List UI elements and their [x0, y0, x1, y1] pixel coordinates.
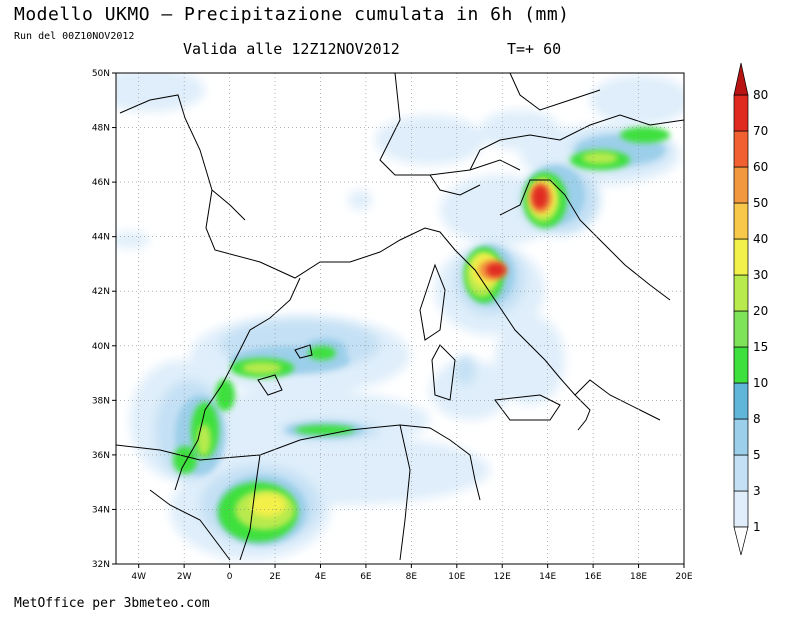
lon-tick-label: 12E: [494, 572, 511, 582]
lat-tick-label: 34N: [92, 505, 110, 515]
colorbar-label: 20: [753, 304, 768, 318]
colorbar-segment: [733, 454, 749, 492]
lat-tick-label: 32N: [92, 560, 110, 570]
colorbar-label: 40: [753, 232, 768, 246]
coastlines: [116, 73, 684, 561]
colorbar-label: 50: [753, 196, 768, 210]
colorbar-bottom-arrow: [733, 526, 749, 556]
colorbar-segment: [733, 490, 749, 528]
colorbar-label: 60: [753, 160, 768, 174]
lat-tick-label: 50N: [92, 69, 110, 79]
lon-tick-label: 4E: [315, 572, 327, 582]
lon-tick-label: 14E: [539, 572, 556, 582]
colorbar-segment: [733, 166, 749, 204]
colorbar-label: 5: [753, 448, 761, 462]
colorbar-label: 10: [753, 376, 768, 390]
lat-tick-label: 42N: [92, 287, 110, 297]
forecast-timestep: T=+ 60: [507, 40, 562, 58]
lat-tick-label: 38N: [92, 396, 110, 406]
lon-tick-label: 0: [227, 572, 233, 582]
colorbar-segment: [733, 94, 749, 132]
lon-tick-label: 6E: [360, 572, 372, 582]
colorbar: 1 3 5 8 10 15 20 30 40 50 60 70 80: [733, 62, 768, 556]
colorbar-segment: [733, 418, 749, 456]
lat-tick-label: 48N: [92, 124, 110, 134]
colorbar-segment: [733, 382, 749, 420]
precipitation-field: [116, 73, 684, 560]
colorbar-segment: [733, 238, 749, 276]
lon-tick-label: 20E: [675, 572, 692, 582]
colorbar-segment: [733, 130, 749, 168]
lon-tick-label: 10E: [448, 572, 465, 582]
lon-tick-label: 4W: [131, 572, 146, 582]
colorbar-segment: [733, 202, 749, 240]
lon-tick-label: 8E: [406, 572, 418, 582]
lat-tick-label: 36N: [92, 451, 110, 461]
colorbar-top-arrow: [733, 62, 749, 96]
valid-time: Valida alle 12Z12NOV2012: [183, 40, 400, 58]
lon-tick-label: 16E: [585, 572, 602, 582]
run-info: Run del 00Z10NOV2012: [14, 31, 135, 42]
lat-tick-label: 40N: [92, 342, 110, 352]
colorbar-label: 30: [753, 268, 768, 282]
colorbar-segment: [733, 310, 749, 348]
colorbar-label: 8: [753, 412, 761, 426]
colorbar-label: 3: [753, 484, 761, 498]
lon-tick-label: 2E: [269, 572, 281, 582]
colorbar-segment: [733, 274, 749, 312]
axis-ticks: 4W 2W 0 2E 4E 6E 8E 10E 12E 14E 16E 18E 20E 50N 48N 46N…: [92, 69, 693, 582]
lat-tick-label: 44N: [92, 233, 110, 243]
lat-tick-label: 46N: [92, 178, 110, 188]
colorbar-label: 15: [753, 340, 768, 354]
lon-tick-label: 2W: [177, 572, 192, 582]
colorbar-segment: [733, 346, 749, 384]
graticule: [116, 73, 684, 564]
colorbar-label: 1: [753, 520, 761, 534]
map-frame: [115, 72, 685, 565]
lon-tick-label: 18E: [630, 572, 647, 582]
colorbar-label: 70: [753, 124, 768, 138]
footer-credit: MetOffice per 3bmeteo.com: [14, 596, 210, 611]
colorbar-label: 80: [753, 88, 768, 102]
chart-title: Modello UKMO – Precipitazione cumulata i…: [14, 4, 570, 25]
